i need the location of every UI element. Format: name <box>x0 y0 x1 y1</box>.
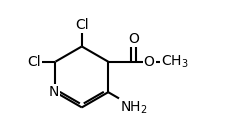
Text: Cl: Cl <box>27 55 41 69</box>
Text: NH$_2$: NH$_2$ <box>119 99 147 115</box>
Text: CH$_3$: CH$_3$ <box>160 53 188 70</box>
Text: O: O <box>128 32 139 46</box>
Text: N: N <box>48 85 59 99</box>
Text: Cl: Cl <box>75 18 88 32</box>
Text: O: O <box>143 55 154 69</box>
